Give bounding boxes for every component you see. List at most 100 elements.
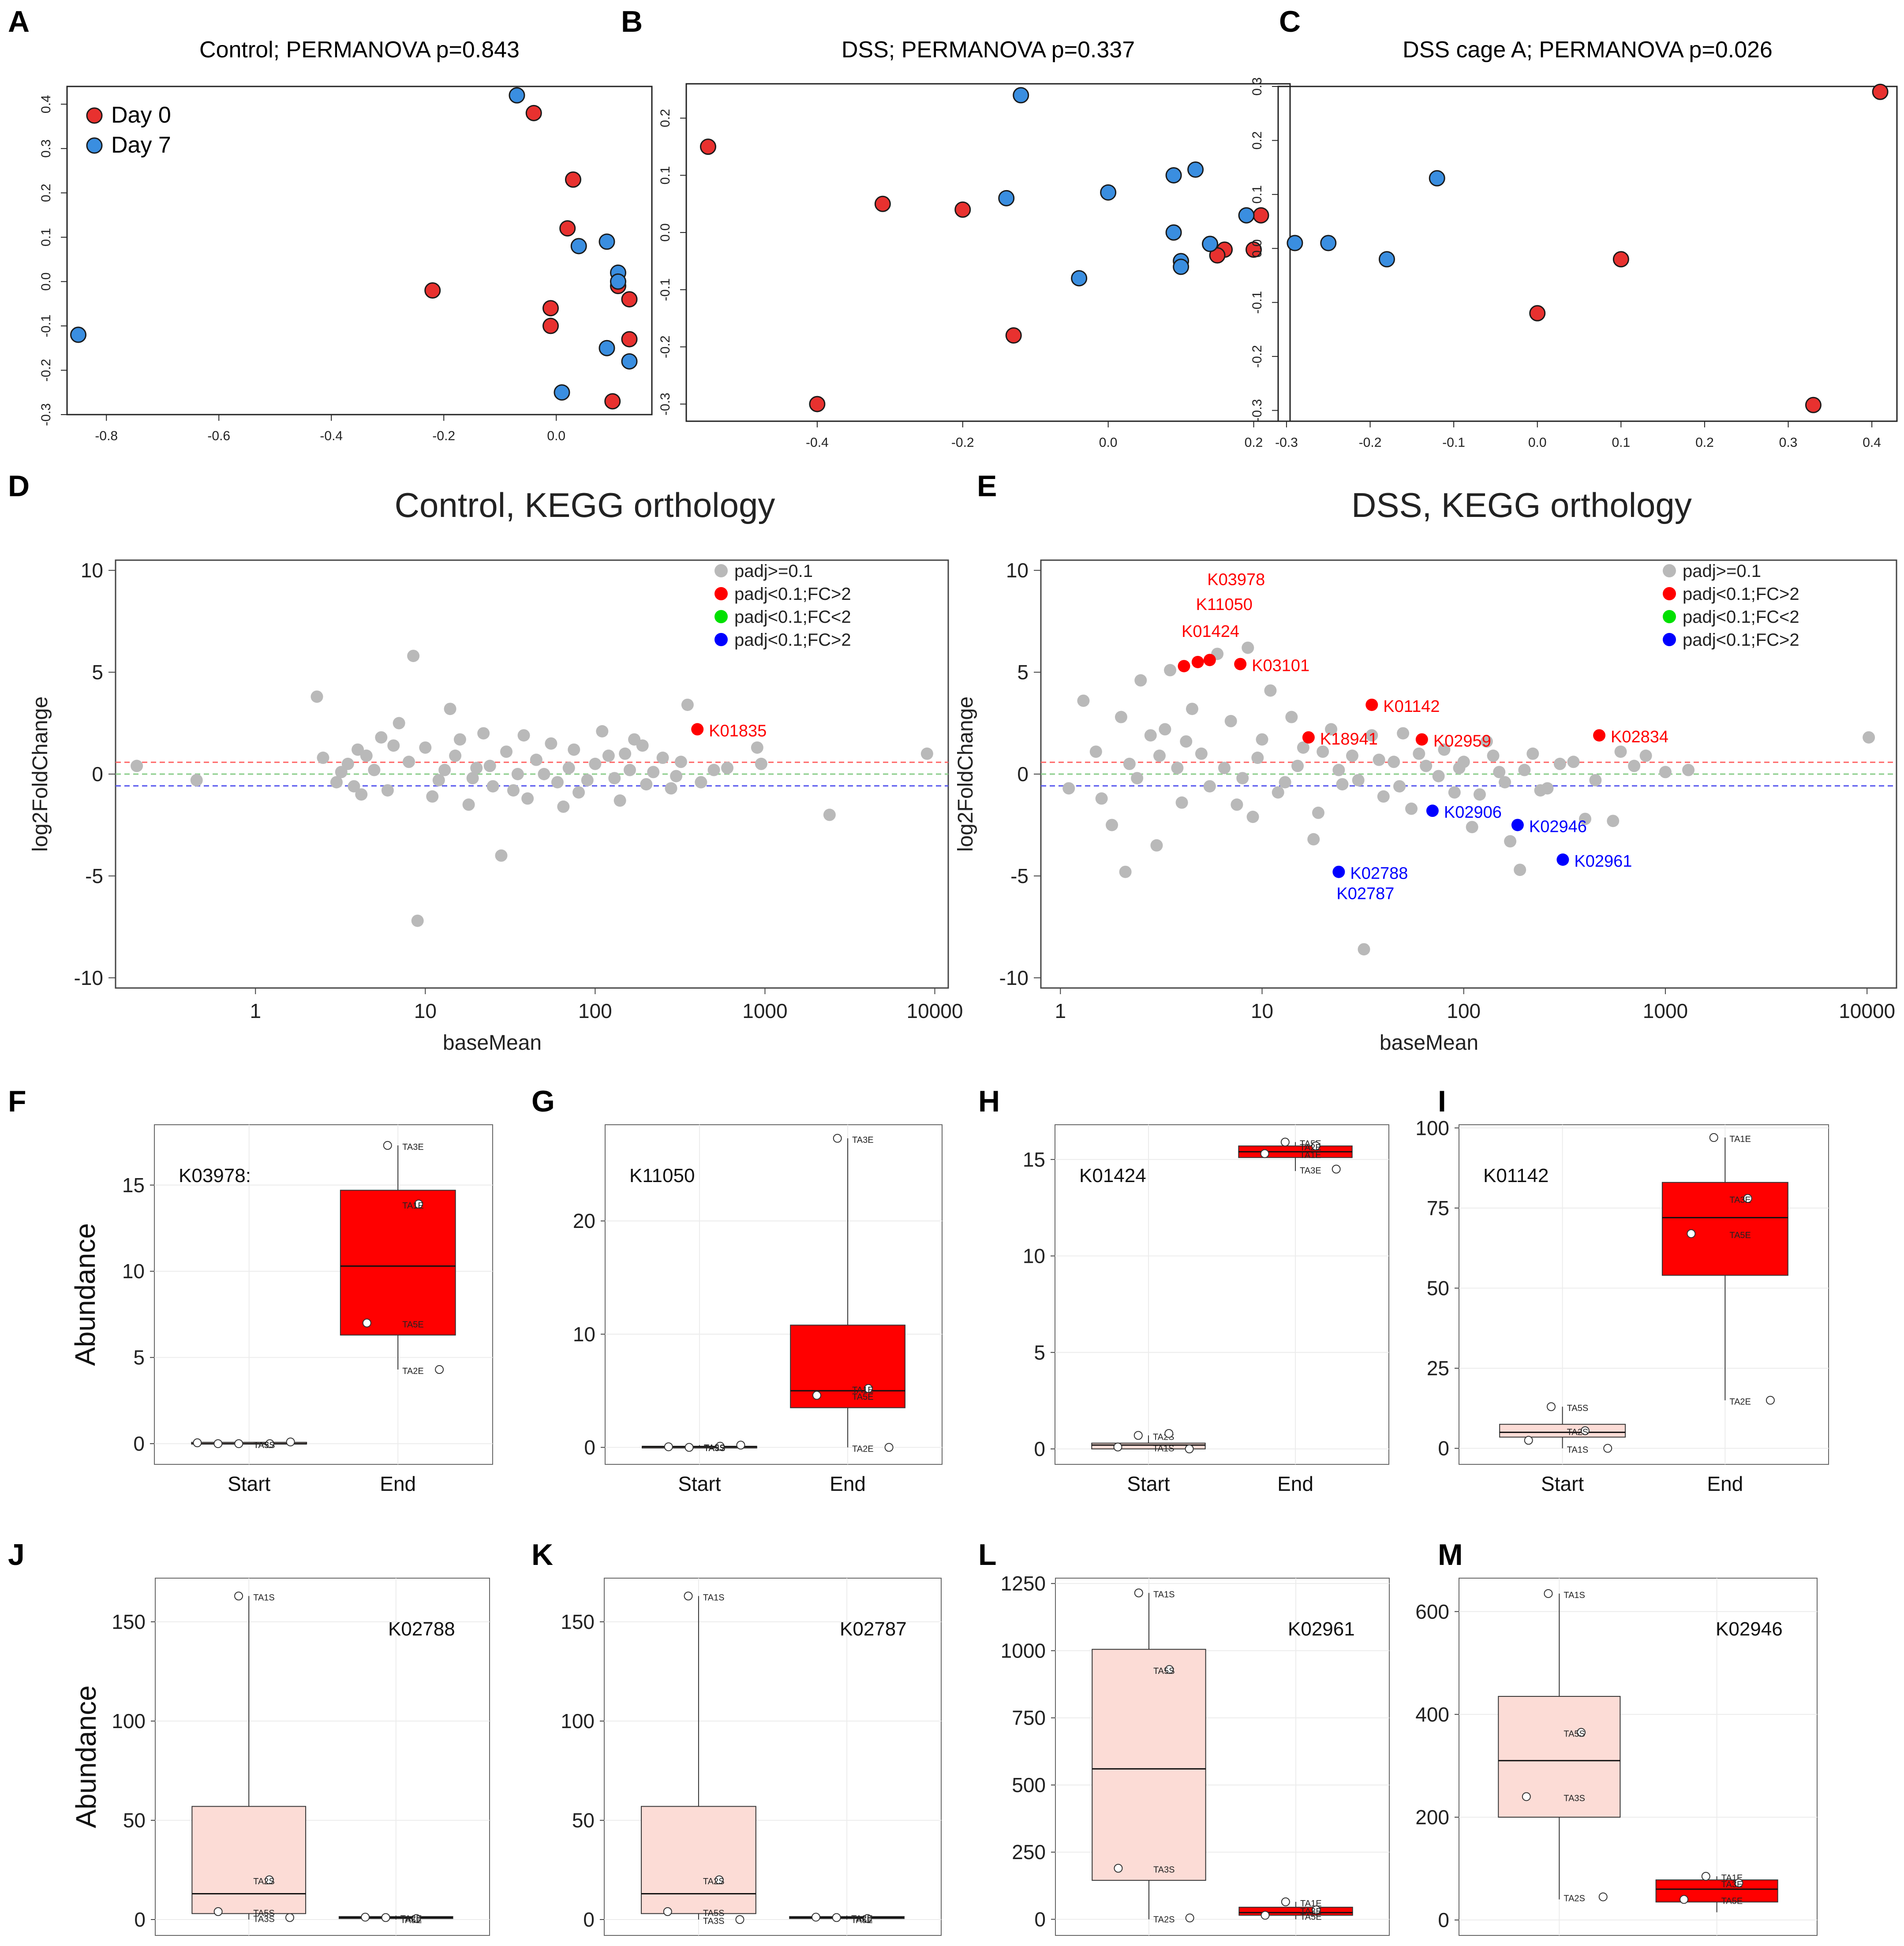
point-nonsignificant [500, 745, 513, 758]
x-tick-label: 1 [1055, 999, 1066, 1022]
data-point [265, 1875, 274, 1884]
sample-label: TA1S [703, 1593, 725, 1603]
point-nonsignificant [538, 768, 550, 780]
point-nonsignificant [596, 725, 609, 737]
point-nonsignificant [1131, 772, 1144, 785]
point-nonsignificant [411, 914, 424, 927]
point-nonsignificant [1279, 776, 1291, 789]
point-day-7 [554, 384, 570, 401]
point-day-0 [874, 195, 891, 212]
point-day-7 [509, 87, 525, 104]
x-tick-label: 100 [578, 999, 612, 1022]
sample-label: TA5E [852, 1392, 874, 1402]
y-tick-label: 0.0 [39, 273, 53, 291]
point-day-0 [621, 291, 638, 308]
point-nonsignificant [1307, 833, 1320, 846]
point-day-0 [1872, 83, 1889, 100]
chart-title: DSS, KEGG orthology [1351, 486, 1692, 524]
x-tick-label: Start [678, 1472, 721, 1495]
point-nonsignificant [640, 778, 653, 791]
point-nonsignificant [681, 698, 694, 711]
box-start [1498, 1696, 1621, 1818]
point-nonsignificant [1134, 674, 1147, 687]
box-end [790, 1325, 905, 1408]
data-point [1261, 1911, 1270, 1920]
point-nonsignificant [1119, 865, 1132, 878]
panel-c: C DSS cage A; PERMANOVA p=0.026 -0.3 -0.2 -0… [1250, 5, 1898, 450]
x-tick-label: 1000 [742, 999, 787, 1022]
point-day-7 [599, 233, 615, 250]
point-day-7 [1429, 170, 1445, 187]
y-tick-label: 0.0 [1250, 239, 1264, 258]
gene-label: K03978: [179, 1165, 251, 1186]
sample-label: TA3E [402, 1142, 424, 1152]
sample-label: TA2S [1564, 1894, 1585, 1904]
point-nonsignificant [403, 756, 415, 768]
data-point [1165, 1665, 1174, 1674]
point-nonsignificant [1377, 790, 1390, 803]
box-end [1655, 1879, 1778, 1903]
data-point [1544, 1589, 1553, 1598]
point-day-0 [621, 331, 638, 348]
point-day-7 [1165, 167, 1182, 183]
y-tick-label: 0.1 [1250, 185, 1264, 204]
panel-k: K 0 50 100 150 Start End K02787 TA1S TA2S TA5STA3S… [531, 1538, 942, 1946]
x-tick-label: End [1707, 1472, 1743, 1495]
x-tick-label: -0.6 [207, 429, 230, 443]
y-tick-label: 10 [1023, 1245, 1045, 1268]
point-nonsignificant [589, 757, 602, 770]
sample-label: TA3S [253, 1915, 275, 1924]
data-point [1734, 1879, 1743, 1888]
point-day-7 [1287, 235, 1303, 251]
x-tick-label: 1 [250, 999, 261, 1022]
panel-a: A Control; PERMANOVA p=0.843 -0.8 -0.6 -0.4 -… [8, 5, 653, 443]
point-nonsignificant [823, 808, 836, 821]
x-tick-label: Start [1541, 1472, 1584, 1495]
point-nonsignificant [1332, 763, 1345, 776]
sample-label: TA2E [1729, 1397, 1751, 1407]
legend-label: Day 0 [111, 102, 171, 128]
data-point [265, 1439, 274, 1448]
point-day-7 [1187, 161, 1204, 178]
y-tick-label: 0 [1438, 1909, 1449, 1931]
sample-label: TA1E [1300, 1151, 1321, 1160]
point-nonsignificant [557, 800, 570, 813]
point-nonsignificant [426, 790, 439, 803]
data-point [1580, 1426, 1590, 1435]
point-day-7 [1071, 270, 1088, 287]
y-tick-label: 0 [1438, 1437, 1449, 1460]
point-day-7 [1320, 235, 1337, 251]
legend-marker [714, 610, 728, 623]
panel-letter: G [531, 1085, 555, 1118]
panel-j: J 0 50 100 150 Start End Abundance K02788 TA1S TA2… [8, 1538, 490, 1946]
sample-label: TA3E [852, 1135, 874, 1145]
point-label: K01424 [1182, 622, 1239, 641]
y-tick-label: 0.2 [39, 183, 53, 202]
point-nonsignificant [1534, 784, 1547, 797]
point-significant [1511, 819, 1524, 831]
sample-label: TA2S [1567, 1428, 1589, 1437]
point-day-7 [70, 326, 86, 343]
y-tick-label: -0.3 [1250, 399, 1264, 422]
legend-marker [1663, 587, 1676, 600]
x-tick-label: Start [1127, 1472, 1170, 1495]
legend-label: padj<0.1;FC>2 [1683, 584, 1799, 604]
point-nonsignificant [438, 763, 451, 776]
y-tick-label: 0.2 [1250, 131, 1264, 150]
point-nonsignificant [375, 731, 388, 744]
point-nonsignificant [551, 776, 564, 789]
y-tick-label: 400 [1415, 1703, 1449, 1726]
data-point [285, 1913, 295, 1922]
point-nonsignificant [1224, 715, 1237, 727]
sample-label: TA3S [703, 1916, 725, 1926]
point-nonsignificant [1089, 745, 1102, 758]
data-point [664, 1442, 673, 1452]
point-nonsignificant [1438, 743, 1451, 756]
sample-label: TA5E [1721, 1896, 1743, 1906]
point-label: K02959 [1433, 732, 1491, 750]
point-significant [691, 723, 704, 736]
point-day-0 [559, 220, 576, 237]
point-nonsignificant [1150, 839, 1163, 852]
data-point [1766, 1396, 1775, 1405]
point-nonsignificant [1246, 811, 1259, 823]
